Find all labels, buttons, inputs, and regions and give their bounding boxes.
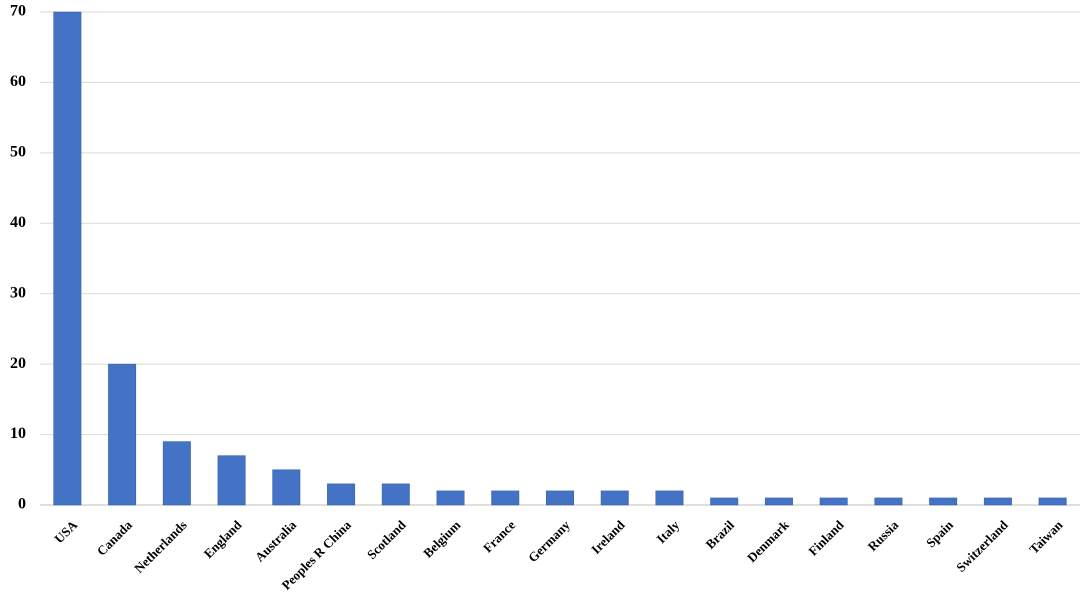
x-category-label: Belgium [420, 517, 463, 560]
bar-scotland [381, 483, 410, 506]
x-category-label: England [201, 517, 245, 561]
bars [53, 11, 1067, 506]
bar-switzerland [983, 497, 1012, 506]
y-tick-label: 0 [18, 496, 26, 513]
y-tick-label: 10 [10, 425, 26, 442]
bar-spain [929, 497, 958, 506]
x-category-label: Scotland [364, 517, 409, 562]
bar-italy [655, 490, 684, 506]
x-category-label: Brazil [703, 517, 738, 552]
x-category-label: Finland [805, 517, 847, 559]
x-category-label: France [480, 517, 518, 555]
y-tick-label: 50 [10, 144, 26, 161]
x-category-label: Switzerland [953, 517, 1011, 575]
bar-netherlands [162, 441, 191, 506]
x-category-label: Ireland [588, 517, 628, 557]
bar-peoples-r-china [327, 483, 356, 506]
x-category-label: Germany [525, 517, 573, 565]
bar-ireland [600, 490, 629, 506]
bar-germany [546, 490, 574, 506]
x-category-label: Denmark [744, 517, 792, 565]
x-category-label: Italy [653, 517, 682, 546]
y-tick-label: 20 [10, 355, 26, 372]
x-category-label: Australia [252, 517, 300, 565]
y-tick-label: 40 [10, 214, 26, 231]
bar-russia [874, 497, 903, 506]
x-category-label: Russia [865, 517, 902, 554]
x-category-label: USA [51, 517, 80, 546]
bar-usa [53, 11, 82, 506]
x-category-label: Taiwan [1026, 517, 1066, 557]
bar-france [491, 490, 520, 506]
x-category-label: Canada [94, 517, 136, 559]
y-tick-label: 30 [10, 284, 26, 301]
bar-finland [819, 497, 848, 506]
y-tick-label: 70 [10, 3, 26, 20]
gridlines [40, 11, 1080, 506]
y-tick-label: 60 [10, 73, 26, 90]
bar-belgium [436, 490, 465, 506]
bar-denmark [764, 497, 793, 506]
bar-brazil [710, 497, 739, 506]
bar-england [217, 455, 246, 506]
x-category-label: Spain [923, 517, 957, 551]
bar-australia [272, 469, 301, 506]
bar-taiwan [1038, 497, 1067, 506]
y-axis-tick-labels: 0 10 20 30 40 50 60 70 [10, 3, 26, 513]
bar-canada [108, 363, 137, 506]
x-category-label: Netherlands [131, 517, 190, 576]
